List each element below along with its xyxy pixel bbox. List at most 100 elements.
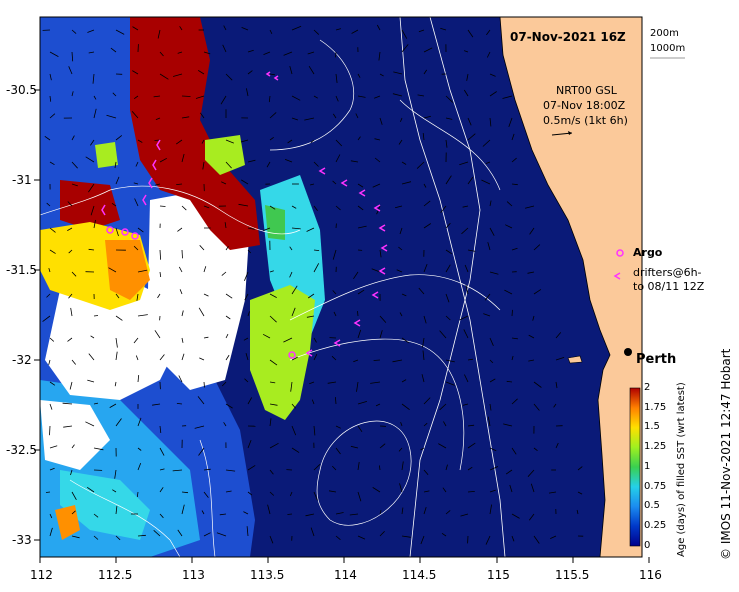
current-vector bbox=[511, 247, 518, 251]
current-vector bbox=[159, 354, 165, 361]
current-vector bbox=[440, 27, 447, 31]
current-vector bbox=[262, 333, 271, 339]
current-vector bbox=[49, 425, 51, 436]
current-vector bbox=[489, 337, 494, 346]
current-vector bbox=[133, 95, 139, 100]
current-vector bbox=[305, 513, 315, 517]
current-vector bbox=[269, 29, 273, 34]
current-vector bbox=[401, 507, 404, 515]
current-vector bbox=[93, 108, 97, 119]
current-vector bbox=[115, 315, 123, 321]
current-vector bbox=[133, 245, 139, 251]
current-vector bbox=[423, 200, 431, 207]
current-vector bbox=[244, 271, 249, 281]
current-vector bbox=[135, 355, 139, 361]
current-vector bbox=[335, 73, 338, 83]
current-vector bbox=[197, 396, 205, 405]
current-vector bbox=[357, 183, 364, 188]
current-vector bbox=[177, 227, 183, 232]
current-vector bbox=[445, 381, 455, 386]
current-vector bbox=[332, 465, 337, 471]
current-vector bbox=[396, 269, 403, 273]
current-vector bbox=[357, 462, 360, 471]
current-model-label: NRT00 GSL bbox=[556, 84, 617, 97]
current-vector bbox=[445, 175, 452, 185]
current-vector bbox=[203, 532, 211, 537]
current-vector bbox=[311, 399, 315, 405]
current-vector bbox=[533, 244, 541, 251]
current-vector bbox=[221, 381, 227, 387]
current-vector bbox=[291, 447, 300, 453]
current-vector bbox=[335, 154, 341, 163]
current-vector bbox=[221, 271, 227, 276]
current-vector bbox=[398, 246, 403, 251]
current-vector bbox=[49, 513, 53, 519]
current-vector bbox=[489, 271, 499, 275]
current-vector bbox=[115, 227, 119, 237]
current-vector bbox=[392, 93, 403, 97]
current-vector bbox=[422, 133, 425, 141]
perth-marker bbox=[624, 348, 632, 356]
current-vector bbox=[289, 491, 293, 497]
current-vector bbox=[421, 374, 425, 383]
current-vector bbox=[379, 330, 383, 339]
current-vector bbox=[287, 139, 293, 144]
current-vector bbox=[467, 117, 472, 126]
current-vector bbox=[49, 403, 53, 410]
current-vector bbox=[529, 227, 535, 235]
current-vector bbox=[269, 403, 278, 406]
current-vector bbox=[511, 183, 518, 186]
credit-label: © IMOS 11-Nov-2021 12:47 Hobart bbox=[719, 348, 733, 560]
current-vector bbox=[462, 403, 469, 406]
current-vector bbox=[68, 293, 73, 299]
current-vector bbox=[247, 227, 255, 230]
current-vector bbox=[202, 161, 205, 170]
current-vector bbox=[307, 293, 315, 299]
current-vector bbox=[159, 271, 162, 278]
current-vector bbox=[423, 69, 428, 75]
current-vector bbox=[357, 136, 361, 141]
y-tick-label: -31 bbox=[12, 173, 32, 187]
current-vector bbox=[181, 491, 189, 494]
current-vector bbox=[203, 51, 211, 55]
current-vector bbox=[246, 88, 249, 97]
current-vector bbox=[289, 246, 293, 251]
current-vector bbox=[115, 351, 118, 361]
current-vector bbox=[49, 161, 55, 166]
current-vector bbox=[238, 203, 249, 207]
current-vector bbox=[263, 227, 271, 231]
current-vector bbox=[335, 512, 344, 515]
current-vector bbox=[44, 135, 51, 141]
current-vector bbox=[225, 490, 232, 493]
current-vector bbox=[445, 359, 455, 363]
current-vector bbox=[114, 381, 117, 387]
ssh-contour bbox=[199, 439, 216, 557]
current-vector bbox=[243, 337, 249, 341]
current-vector bbox=[506, 201, 513, 207]
current-vector bbox=[465, 284, 469, 295]
current-vector bbox=[528, 334, 535, 339]
current-vector bbox=[423, 47, 433, 53]
current-vector bbox=[420, 535, 425, 545]
current-vector bbox=[159, 425, 162, 434]
current-vector bbox=[137, 227, 144, 233]
current-vector bbox=[68, 66, 73, 75]
current-vector bbox=[269, 315, 277, 323]
current-vector bbox=[463, 50, 469, 53]
current-vector bbox=[137, 314, 148, 317]
current-vector bbox=[350, 445, 359, 449]
sst-age-patch-orange-2 bbox=[55, 505, 80, 540]
current-vector bbox=[49, 527, 53, 537]
current-vector bbox=[269, 270, 274, 273]
current-vector bbox=[459, 315, 469, 321]
current-vector bbox=[445, 249, 453, 255]
x-tick-label: 116 bbox=[639, 568, 662, 582]
current-vector bbox=[88, 183, 95, 193]
current-vector bbox=[441, 532, 447, 537]
current-scale-arrowhead bbox=[568, 131, 572, 135]
current-vector bbox=[553, 403, 557, 408]
current-vector bbox=[467, 442, 476, 449]
argo-floats bbox=[106, 226, 296, 359]
current-vector bbox=[530, 483, 535, 493]
